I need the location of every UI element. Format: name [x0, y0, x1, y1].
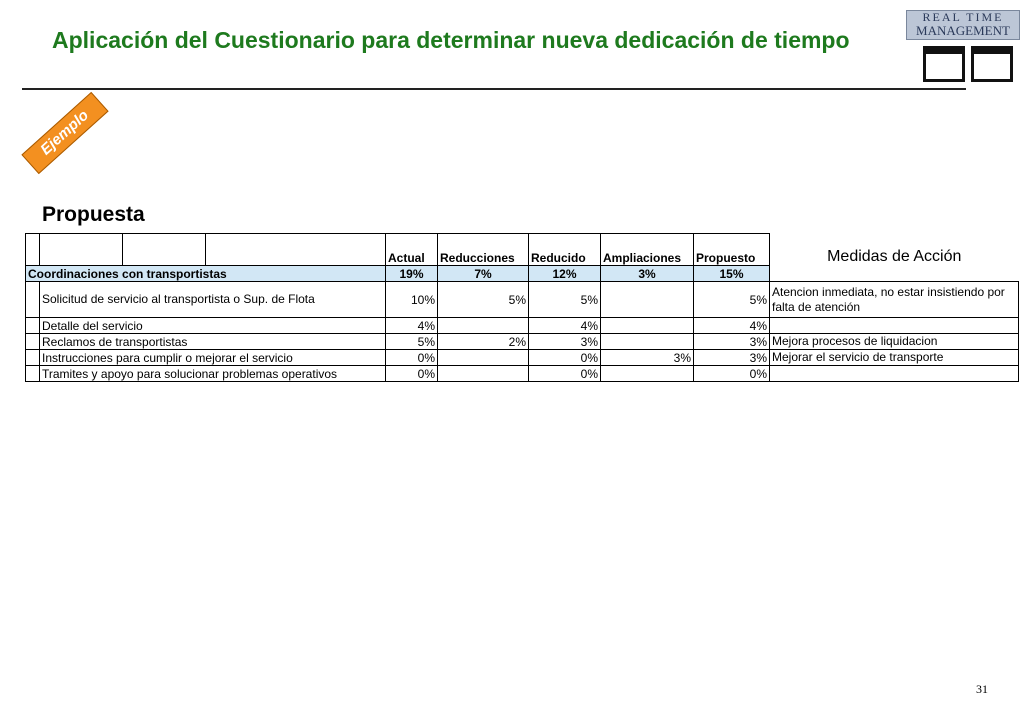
header-cell [39, 233, 123, 266]
table-row: Instrucciones para cumplir o mejorar el … [25, 349, 1019, 366]
group-cell: 15% [693, 265, 770, 282]
value-cell: 3% [693, 333, 770, 350]
indent-cell [25, 281, 40, 318]
title: Aplicación del Cuestionario para determi… [52, 27, 850, 53]
value-cell: 10% [385, 281, 438, 318]
value-cell: 3% [600, 349, 694, 366]
row-label: Solicitud de servicio al transportista o… [39, 281, 386, 318]
column-header: Propuesto [693, 233, 770, 266]
table-row: Actual Reducciones Reducido Ampliaciones Pro… [25, 233, 1019, 282]
value-cell [437, 365, 529, 382]
value-cell: 4% [385, 317, 438, 334]
action-header: Medidas de Acción [769, 233, 1019, 282]
row-label: Instrucciones para cumplir o mejorar el … [39, 349, 386, 366]
group-cell: 19% [385, 265, 438, 282]
group-cell: 3% [600, 265, 694, 282]
table-row: Reclamos de transportistas 5% 2% 3% 3% Mejora… [25, 333, 1019, 350]
value-cell [437, 317, 529, 334]
value-cell: 3% [693, 349, 770, 366]
column-header: Reducciones [437, 233, 529, 266]
indent-cell [25, 349, 40, 366]
value-cell: 5% [528, 281, 601, 318]
value-cell [600, 317, 694, 334]
group-cell: 7% [437, 265, 529, 282]
value-cell: 4% [528, 317, 601, 334]
column-header: Ampliaciones [600, 233, 694, 266]
value-cell: 0% [693, 365, 770, 382]
page-number: 31 [976, 682, 988, 696]
window-icon [923, 46, 965, 82]
badge: Ejemplo [21, 91, 109, 175]
value-cell: 2% [437, 333, 529, 350]
value-cell: 3% [528, 333, 601, 350]
table-row: Coordinaciones con transportistas 19% 7% 12… [25, 265, 1019, 282]
value-cell [600, 365, 694, 382]
logo: REAL TIME MANAGEMENT [906, 10, 1020, 40]
group-cell: 12% [528, 265, 601, 282]
indent-cell [25, 333, 40, 350]
value-cell: 0% [528, 365, 601, 382]
logo-top: REAL TIME [922, 10, 1004, 24]
table: Actual Reducciones Reducido Ampliaciones Pro… [25, 233, 1019, 382]
value-cell: 4% [693, 317, 770, 334]
table-row: Detalle del servicio 4% 4% 4% [25, 317, 1019, 334]
title-rule [22, 88, 966, 90]
action-cell: Atencion inmediata, no estar insistiendo… [769, 281, 1019, 318]
action-cell: Mejorar el servicio de transporte [769, 349, 1019, 366]
action-cell [769, 365, 1019, 382]
value-cell: 0% [385, 365, 438, 382]
column-header: Actual [385, 233, 438, 266]
action-cell [769, 317, 1019, 334]
indent-cell [25, 365, 40, 382]
logo-bottom: MANAGEMENT [916, 23, 1010, 38]
header-cell [25, 233, 40, 266]
row-label: Tramites y apoyo para solucionar problem… [39, 365, 386, 382]
indent-cell [25, 317, 40, 334]
value-cell: 5% [385, 333, 438, 350]
group-label: Coordinaciones con transportistas [25, 265, 386, 282]
table-row: Solicitud de servicio al transportista o… [25, 281, 1019, 318]
action-cell: Mejora procesos de liquidacion [769, 333, 1019, 350]
value-cell: 5% [693, 281, 770, 318]
row-label: Reclamos de transportistas [39, 333, 386, 350]
window-icon [971, 46, 1013, 82]
table-row: Tramites y apoyo para solucionar problem… [25, 365, 1019, 382]
value-cell: 5% [437, 281, 529, 318]
header-cell [205, 233, 386, 266]
row-label: Detalle del servicio [39, 317, 386, 334]
value-cell [600, 333, 694, 350]
value-cell: 0% [385, 349, 438, 366]
value-cell [600, 281, 694, 318]
header-cell [122, 233, 206, 266]
value-cell [437, 349, 529, 366]
column-header: Reducido [528, 233, 601, 266]
value-cell: 0% [528, 349, 601, 366]
section-title: Propuesta [42, 203, 145, 226]
